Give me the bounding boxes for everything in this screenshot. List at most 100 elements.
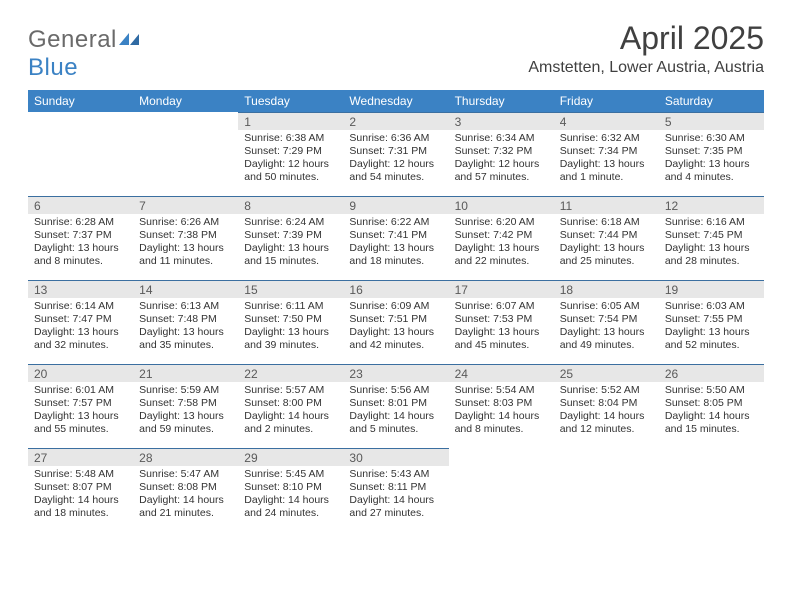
day-body: Sunrise: 6:22 AMSunset: 7:41 PMDaylight:… [343, 214, 448, 273]
day-number: 9 [343, 196, 448, 214]
day-number: 25 [554, 364, 659, 382]
day-number: 28 [133, 448, 238, 466]
daylight: Daylight: 13 hours and 49 minutes. [560, 326, 653, 352]
sunrise: Sunrise: 6:18 AM [560, 216, 653, 229]
day-body: Sunrise: 6:24 AMSunset: 7:39 PMDaylight:… [238, 214, 343, 273]
day-cell: 6Sunrise: 6:28 AMSunset: 7:37 PMDaylight… [28, 196, 133, 280]
day-body: Sunrise: 6:32 AMSunset: 7:34 PMDaylight:… [554, 130, 659, 189]
dow-cell: Friday [554, 90, 659, 112]
daylight: Daylight: 13 hours and 18 minutes. [349, 242, 442, 268]
day-number: 17 [449, 280, 554, 298]
day-body: Sunrise: 5:43 AMSunset: 8:11 PMDaylight:… [343, 466, 448, 525]
day-number: 5 [659, 112, 764, 130]
daylight: Daylight: 13 hours and 11 minutes. [139, 242, 232, 268]
sunrise: Sunrise: 5:50 AM [665, 384, 758, 397]
sunset: Sunset: 8:07 PM [34, 481, 127, 494]
day-cell [133, 112, 238, 196]
header: General Blue April 2025 Amstetten, Lower… [28, 20, 764, 82]
daylight: Daylight: 14 hours and 18 minutes. [34, 494, 127, 520]
day-cell: 30Sunrise: 5:43 AMSunset: 8:11 PMDayligh… [343, 448, 448, 532]
day-number: 2 [343, 112, 448, 130]
day-body: Sunrise: 6:18 AMSunset: 7:44 PMDaylight:… [554, 214, 659, 273]
daylight: Daylight: 14 hours and 5 minutes. [349, 410, 442, 436]
day-cell: 28Sunrise: 5:47 AMSunset: 8:08 PMDayligh… [133, 448, 238, 532]
daylight: Daylight: 13 hours and 39 minutes. [244, 326, 337, 352]
day-cell: 18Sunrise: 6:05 AMSunset: 7:54 PMDayligh… [554, 280, 659, 364]
day-number: 24 [449, 364, 554, 382]
sunset: Sunset: 7:31 PM [349, 145, 442, 158]
sunset: Sunset: 8:11 PM [349, 481, 442, 494]
day-number: 6 [28, 196, 133, 214]
day-number: 23 [343, 364, 448, 382]
sunrise: Sunrise: 5:48 AM [34, 468, 127, 481]
day-number: 4 [554, 112, 659, 130]
day-body: Sunrise: 6:14 AMSunset: 7:47 PMDaylight:… [28, 298, 133, 357]
day-cell: 15Sunrise: 6:11 AMSunset: 7:50 PMDayligh… [238, 280, 343, 364]
daylight: Daylight: 13 hours and 1 minute. [560, 158, 653, 184]
week-row: 6Sunrise: 6:28 AMSunset: 7:37 PMDaylight… [28, 196, 764, 280]
sunset: Sunset: 7:39 PM [244, 229, 337, 242]
day-cell: 5Sunrise: 6:30 AMSunset: 7:35 PMDaylight… [659, 112, 764, 196]
day-body: Sunrise: 6:03 AMSunset: 7:55 PMDaylight:… [659, 298, 764, 357]
day-body: Sunrise: 6:34 AMSunset: 7:32 PMDaylight:… [449, 130, 554, 189]
day-number: 15 [238, 280, 343, 298]
sunrise: Sunrise: 6:01 AM [34, 384, 127, 397]
daylight: Daylight: 13 hours and 42 minutes. [349, 326, 442, 352]
day-number: 3 [449, 112, 554, 130]
sunrise: Sunrise: 5:45 AM [244, 468, 337, 481]
day-number: 29 [238, 448, 343, 466]
sunrise: Sunrise: 6:22 AM [349, 216, 442, 229]
day-body: Sunrise: 6:26 AMSunset: 7:38 PMDaylight:… [133, 214, 238, 273]
daylight: Daylight: 13 hours and 28 minutes. [665, 242, 758, 268]
logo-general: General [28, 26, 117, 53]
dow-cell: Tuesday [238, 90, 343, 112]
daylight: Daylight: 14 hours and 15 minutes. [665, 410, 758, 436]
daylight: Daylight: 13 hours and 4 minutes. [665, 158, 758, 184]
logo-mark-icon [119, 31, 141, 47]
sunset: Sunset: 7:34 PM [560, 145, 653, 158]
day-cell: 8Sunrise: 6:24 AMSunset: 7:39 PMDaylight… [238, 196, 343, 280]
day-cell: 26Sunrise: 5:50 AMSunset: 8:05 PMDayligh… [659, 364, 764, 448]
daylight: Daylight: 13 hours and 55 minutes. [34, 410, 127, 436]
logo-blue: Blue [28, 54, 78, 81]
sunrise: Sunrise: 6:30 AM [665, 132, 758, 145]
sunset: Sunset: 8:05 PM [665, 397, 758, 410]
day-cell [659, 448, 764, 532]
day-cell [554, 448, 659, 532]
sunset: Sunset: 7:50 PM [244, 313, 337, 326]
sunrise: Sunrise: 6:36 AM [349, 132, 442, 145]
sunset: Sunset: 7:48 PM [139, 313, 232, 326]
day-number: 13 [28, 280, 133, 298]
sunrise: Sunrise: 5:43 AM [349, 468, 442, 481]
day-number: 30 [343, 448, 448, 466]
sunset: Sunset: 7:32 PM [455, 145, 548, 158]
sunset: Sunset: 8:03 PM [455, 397, 548, 410]
daylight: Daylight: 13 hours and 22 minutes. [455, 242, 548, 268]
day-body: Sunrise: 6:20 AMSunset: 7:42 PMDaylight:… [449, 214, 554, 273]
sunrise: Sunrise: 6:13 AM [139, 300, 232, 313]
daylight: Daylight: 14 hours and 21 minutes. [139, 494, 232, 520]
day-body: Sunrise: 5:59 AMSunset: 7:58 PMDaylight:… [133, 382, 238, 441]
sunrise: Sunrise: 5:57 AM [244, 384, 337, 397]
day-body: Sunrise: 6:13 AMSunset: 7:48 PMDaylight:… [133, 298, 238, 357]
day-cell: 13Sunrise: 6:14 AMSunset: 7:47 PMDayligh… [28, 280, 133, 364]
day-body: Sunrise: 6:01 AMSunset: 7:57 PMDaylight:… [28, 382, 133, 441]
logo: General Blue [28, 26, 141, 82]
page-title: April 2025 [528, 20, 764, 57]
day-number: 11 [554, 196, 659, 214]
sunrise: Sunrise: 6:32 AM [560, 132, 653, 145]
sunset: Sunset: 7:44 PM [560, 229, 653, 242]
dow-cell: Thursday [449, 90, 554, 112]
day-cell: 9Sunrise: 6:22 AMSunset: 7:41 PMDaylight… [343, 196, 448, 280]
daylight: Daylight: 13 hours and 32 minutes. [34, 326, 127, 352]
sunrise: Sunrise: 6:24 AM [244, 216, 337, 229]
sunset: Sunset: 7:35 PM [665, 145, 758, 158]
sunset: Sunset: 7:57 PM [34, 397, 127, 410]
dow-cell: Sunday [28, 90, 133, 112]
daylight: Daylight: 14 hours and 8 minutes. [455, 410, 548, 436]
sunrise: Sunrise: 6:20 AM [455, 216, 548, 229]
week-row: 1Sunrise: 6:38 AMSunset: 7:29 PMDaylight… [28, 112, 764, 196]
day-body: Sunrise: 6:30 AMSunset: 7:35 PMDaylight:… [659, 130, 764, 189]
weeks-container: 1Sunrise: 6:38 AMSunset: 7:29 PMDaylight… [28, 112, 764, 532]
sunrise: Sunrise: 5:56 AM [349, 384, 442, 397]
